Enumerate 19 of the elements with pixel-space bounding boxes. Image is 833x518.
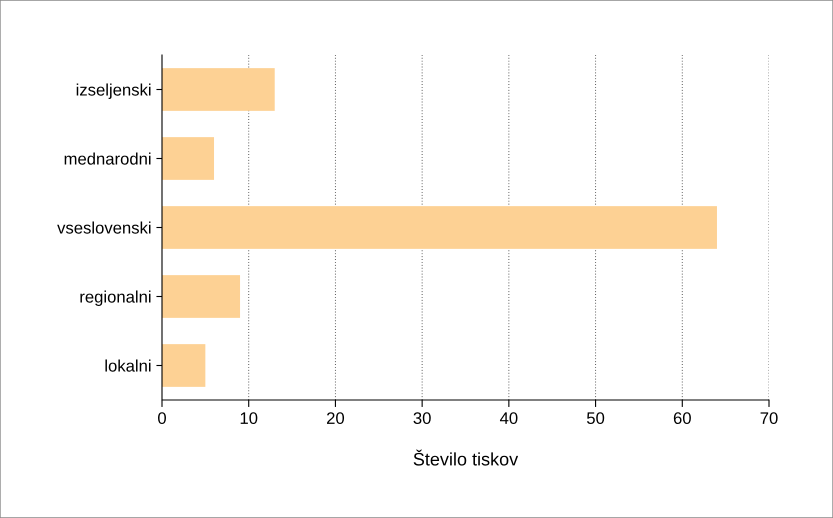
x-tick-label: 30 bbox=[414, 412, 431, 424]
x-tick-label: 60 bbox=[674, 412, 691, 424]
bar bbox=[162, 137, 214, 180]
y-tick-label: vseslovenski bbox=[57, 221, 150, 234]
bar bbox=[162, 206, 717, 249]
bar bbox=[162, 344, 206, 387]
y-tick-label: regionalni bbox=[80, 290, 150, 306]
x-tick-label: 50 bbox=[586, 412, 604, 424]
x-tick-label: 0 bbox=[158, 412, 166, 424]
bar bbox=[162, 275, 240, 318]
x-tick-label: 10 bbox=[240, 412, 258, 424]
x-tick-label: 70 bbox=[760, 412, 778, 424]
y-tick-label: izseljenski bbox=[76, 83, 150, 99]
bar bbox=[162, 68, 275, 111]
y-tick-label: mednarodni bbox=[64, 152, 150, 165]
y-tick-label: lokalni bbox=[105, 359, 150, 372]
x-tick-label: 40 bbox=[500, 412, 518, 424]
x-tick-label: 20 bbox=[327, 412, 344, 424]
x-axis-title: Število tiskov bbox=[414, 450, 518, 466]
